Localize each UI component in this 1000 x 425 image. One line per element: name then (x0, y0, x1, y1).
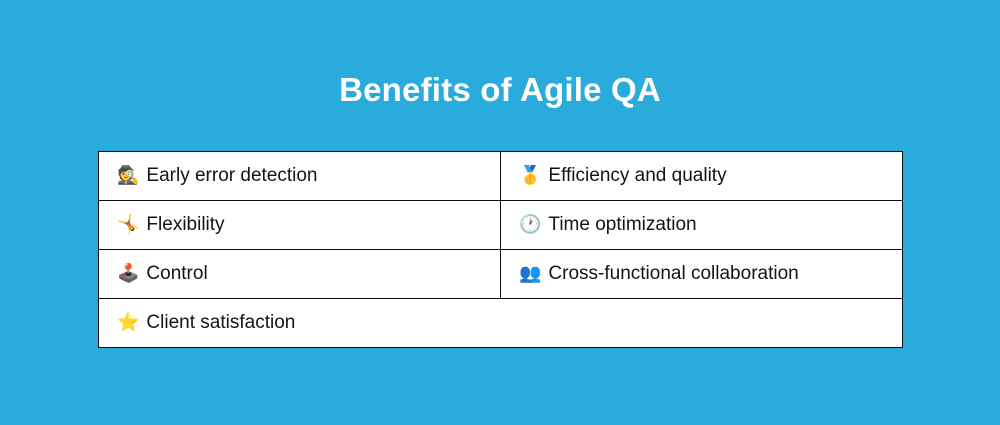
benefit-label: Efficiency and quality (548, 165, 727, 186)
benefits-table: 🕵️ Early error detection 🥇 Efficiency an… (98, 151, 903, 348)
benefit-label: Cross-functional collaboration (548, 263, 799, 284)
benefit-label: Flexibility (146, 214, 225, 235)
benefit-cell-content: 👥 Cross-functional collaboration (519, 263, 902, 285)
person-cartwheeling-icon: 🤸 (117, 214, 140, 235)
table-row: ⭐ Client satisfaction (98, 298, 903, 348)
table-row: 🕹️ Control 👥 Cross-functional collaborat… (98, 249, 903, 299)
page-title: Benefits of Agile QA (339, 71, 661, 108)
star-icon: ⭐ (117, 312, 140, 333)
benefit-cell-content: 🕐 Time optimization (519, 214, 902, 236)
benefits-table-body: 🕵️ Early error detection 🥇 Efficiency an… (98, 151, 903, 348)
benefit-cell-content: 🕹️ Control (117, 263, 500, 285)
clock-icon: 🕐 (519, 214, 542, 235)
benefit-cell: 👥 Cross-functional collaboration (500, 249, 903, 299)
benefit-cell-content: 🤸 Flexibility (117, 214, 500, 236)
benefit-cell: 🤸 Flexibility (98, 200, 501, 250)
benefit-cell-content: 🥇 Efficiency and quality (519, 165, 902, 187)
detective-icon: 🕵️ (117, 165, 140, 186)
benefit-label: Early error detection (146, 165, 318, 186)
benefit-cell-fullwidth: ⭐ Client satisfaction (98, 298, 903, 348)
benefit-cell: 🥇 Efficiency and quality (500, 151, 903, 201)
benefit-cell: 🕹️ Control (98, 249, 501, 299)
table-row: 🕵️ Early error detection 🥇 Efficiency an… (98, 151, 903, 201)
benefit-label: Time optimization (548, 214, 697, 235)
busts-in-silhouette-icon: 👥 (519, 263, 542, 284)
benefit-label: Client satisfaction (146, 312, 296, 333)
table-row: 🤸 Flexibility 🕐 Time optimization (98, 200, 903, 250)
benefit-cell: 🕵️ Early error detection (98, 151, 501, 201)
benefit-cell-content: 🕵️ Early error detection (117, 165, 500, 187)
joystick-icon: 🕹️ (117, 263, 140, 284)
benefit-label: Control (146, 263, 208, 284)
benefit-cell-content: ⭐ Client satisfaction (117, 312, 902, 334)
gold-medal-icon: 🥇 (519, 165, 542, 186)
benefit-cell: 🕐 Time optimization (500, 200, 903, 250)
